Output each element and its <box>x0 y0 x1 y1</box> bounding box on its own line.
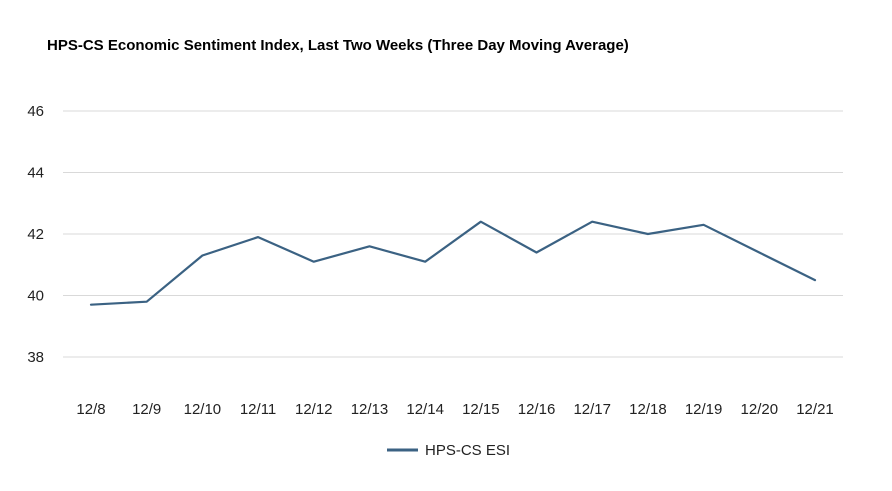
y-tick-label: 38 <box>27 349 44 366</box>
y-tick-label: 40 <box>27 288 44 305</box>
legend-label: HPS-CS ESI <box>425 442 510 459</box>
x-tick-label: 12/20 <box>741 401 779 418</box>
x-tick-label: 12/17 <box>573 401 611 418</box>
y-tick-label: 42 <box>27 226 44 243</box>
grid-lines <box>63 110 843 358</box>
series-group <box>89 220 817 306</box>
x-tick-label: 12/16 <box>518 401 556 418</box>
x-tick-label: 12/11 <box>240 401 276 418</box>
x-axis-tick-labels: 12/8 12/9 12/10 12/11 12/12 12/13 12/14 12/15 12… <box>76 401 833 418</box>
x-tick-label: 12/13 <box>351 401 389 418</box>
x-tick-label: 12/9 <box>132 401 161 418</box>
y-axis-tick-labels: 38 40 42 44 46 <box>27 103 44 366</box>
x-tick-label: 12/18 <box>629 401 667 418</box>
x-tick-label: 12/10 <box>184 401 222 418</box>
x-tick-label: 12/8 <box>76 401 105 418</box>
y-tick-label: 44 <box>27 165 44 182</box>
x-tick-label: 12/14 <box>406 401 444 418</box>
x-tick-label: 12/21 <box>796 401 834 418</box>
x-tick-label: 12/19 <box>685 401 723 418</box>
series-line <box>89 220 817 306</box>
x-tick-label: 12/15 <box>462 401 500 418</box>
legend: HPS-CS ESI <box>387 442 510 459</box>
x-tick-label: 12/12 <box>295 401 333 418</box>
y-tick-label: 46 <box>27 103 44 120</box>
chart-title: HPS-CS Economic Sentiment Index, Last Tw… <box>47 37 629 54</box>
